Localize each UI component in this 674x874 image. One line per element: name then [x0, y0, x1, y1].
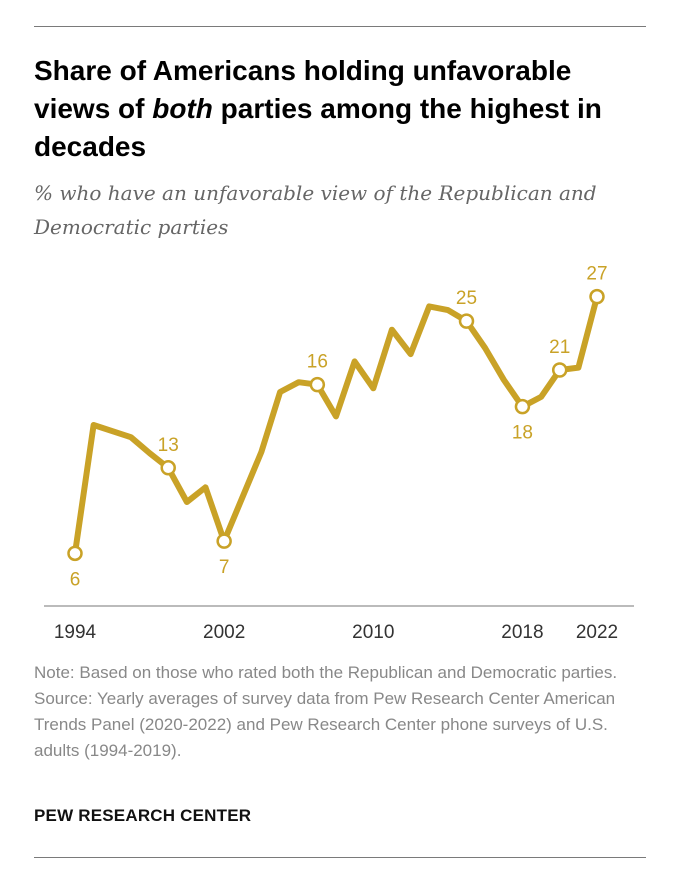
x-tick-label: 2018 [501, 622, 543, 643]
chart-title: Share of Americans holding unfavorable v… [34, 52, 654, 166]
title-text-part1: Share of Americans holding unfavorable v… [34, 55, 572, 124]
data-point-marker [67, 545, 83, 562]
data-point-marker [589, 288, 605, 305]
title-text-part2: parties among the highest in decades [34, 93, 602, 162]
data-label: 21 [549, 337, 570, 358]
data-label: 27 [586, 264, 607, 285]
chart-subtitle: % who have an unfavorable view of the Re… [34, 181, 597, 239]
x-tick-label: 1994 [54, 622, 97, 643]
data-point-marker [160, 460, 176, 476]
data-label: 16 [307, 352, 328, 373]
data-label: 18 [512, 423, 533, 444]
data-label: 13 [158, 435, 179, 456]
data-point-marker [216, 533, 232, 549]
x-tick-label: 2010 [352, 622, 394, 643]
data-point-marker [514, 398, 531, 415]
brand-logo-text: PEW RESEARCH CENTER [34, 806, 252, 825]
data-label: 6 [70, 569, 81, 590]
title-emphasis: both [152, 93, 213, 124]
notes-block: Note: Based on those who rated both the … [34, 660, 634, 764]
x-tick-label: 2002 [203, 622, 245, 643]
data-label: 25 [456, 288, 477, 309]
line-chart: 6 13 7 16 25 18 21 27 1994 2002 2010 2018 2022 [44, 264, 634, 643]
bottom-rule [34, 857, 646, 858]
note-text: Note: Based on those who rated both the … [34, 663, 618, 682]
data-label: 7 [219, 557, 230, 578]
data-point-marker [551, 362, 568, 378]
top-rule [34, 26, 646, 27]
data-point-marker [309, 376, 326, 393]
x-tick-label: 2022 [576, 622, 618, 643]
data-point-marker [458, 313, 475, 329]
source-text: Source: Yearly averages of survey data f… [34, 689, 616, 760]
series-line [72, 293, 600, 557]
